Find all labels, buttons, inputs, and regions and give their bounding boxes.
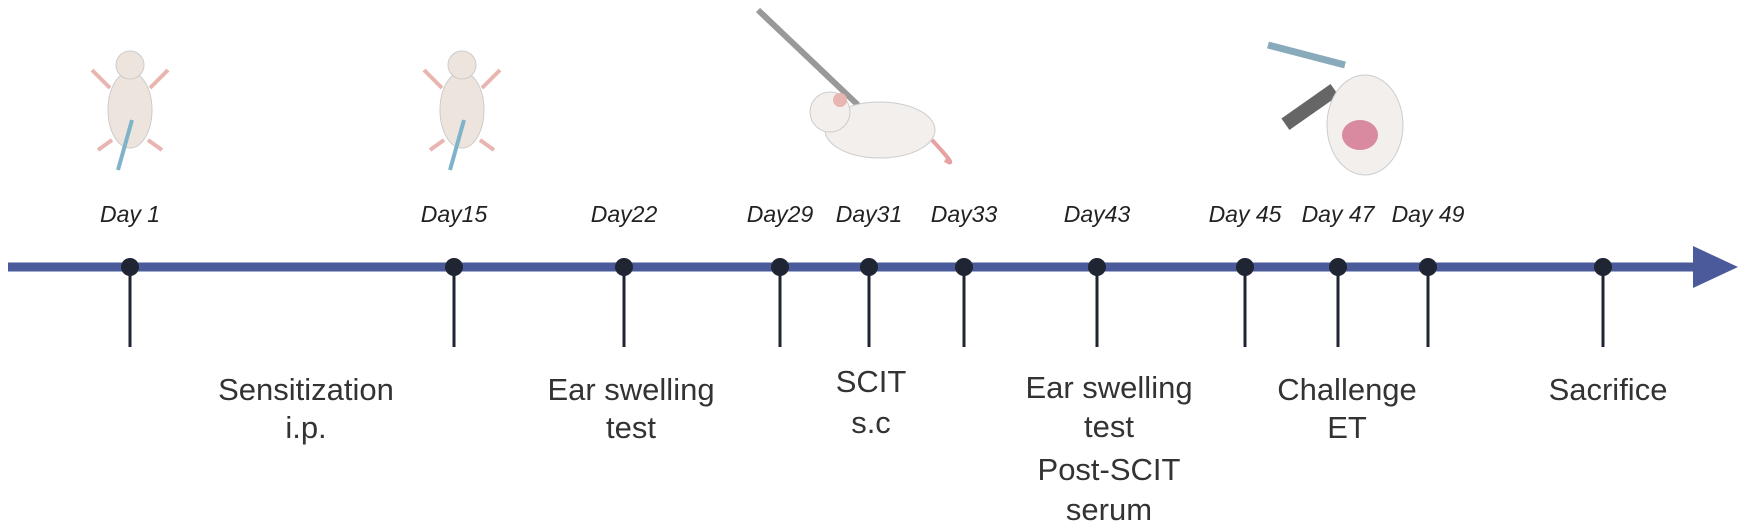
mouse-injection-icon — [755, 7, 953, 165]
stage-label: Ear swelling — [1025, 370, 1192, 405]
stage-label: s.c — [851, 405, 891, 440]
timeline-dot — [1329, 258, 1347, 276]
stage-label: ET — [1327, 410, 1367, 445]
timeline-dot — [955, 258, 973, 276]
timeline-dot — [1419, 258, 1437, 276]
stage-label: Challenge — [1277, 372, 1417, 407]
mouse-icon-2 — [422, 50, 502, 171]
timeline-dot — [445, 258, 463, 276]
day-label: Day43 — [1064, 201, 1131, 227]
mouse-icon-1 — [90, 50, 170, 171]
stage-label: Sacrifice — [1549, 372, 1668, 407]
day-label: Day 1 — [100, 201, 160, 227]
timeline-dot — [860, 258, 878, 276]
stage-label: Ear swelling — [547, 372, 714, 407]
day-label: Day 45 — [1209, 201, 1282, 227]
timeline-dot — [615, 258, 633, 276]
day-label: Day31 — [836, 201, 902, 227]
day-label: Day33 — [931, 201, 998, 227]
stage-label: Sensitization — [218, 372, 394, 407]
timeline-dot — [1594, 258, 1612, 276]
stage-label: i.p. — [285, 410, 326, 445]
timeline-dot — [121, 258, 139, 276]
timeline-dot — [771, 258, 789, 276]
stage-label: test — [606, 410, 656, 445]
timeline-dot — [1088, 258, 1106, 276]
timeline-dot — [1236, 258, 1254, 276]
day-label: Day 49 — [1392, 201, 1465, 227]
timeline-arrow — [1693, 246, 1738, 288]
day-label: Day29 — [747, 201, 814, 227]
day-label: Day 47 — [1302, 201, 1376, 227]
day-label: Day22 — [591, 201, 658, 227]
stage-label: Post-SCIT — [1038, 452, 1181, 487]
mouse-challenge-icon — [1267, 41, 1404, 176]
stage-label: SCIT — [836, 364, 907, 399]
stage-label: serum — [1066, 492, 1152, 527]
day-label: Day15 — [421, 201, 488, 227]
stage-label: test — [1084, 409, 1134, 444]
